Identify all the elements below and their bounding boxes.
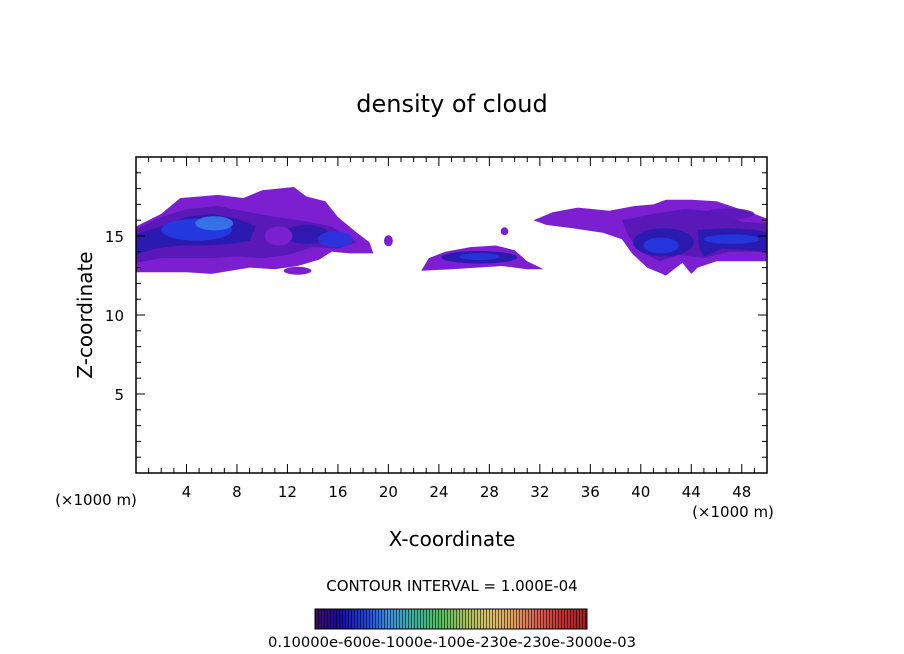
- x-tick-label: 20: [379, 483, 398, 501]
- x-tick-label: 12: [278, 483, 297, 501]
- cloud-density-field: [136, 187, 767, 276]
- chart-title: density of cloud: [356, 90, 547, 118]
- x-tick-label: 24: [429, 483, 448, 501]
- colorbar-labels: 0.10000e-600e-1000e-100e-230e-230e-3000e…: [268, 635, 636, 651]
- cloud-left-fragment-small: [383, 235, 393, 247]
- y-tick-label: 10: [105, 307, 124, 325]
- x-tick-label: 36: [581, 483, 600, 501]
- x-tick-label: 44: [682, 483, 701, 501]
- colorbar: 0.10000e-600e-1000e-100e-230e-230e-3000e…: [268, 608, 636, 651]
- cloud-left-fragment: [283, 266, 312, 275]
- cloud-left-peak-cell: [195, 216, 234, 231]
- y-axis-label: Z-coordinate: [73, 251, 97, 378]
- x-tick-label: 16: [328, 483, 347, 501]
- x-tick-label: 40: [631, 483, 650, 501]
- x-tick-label: 8: [232, 483, 242, 501]
- cloud-right-shelf-core: [703, 234, 760, 244]
- colorbar-frame: [314, 608, 588, 630]
- x-tick-label: 28: [480, 483, 499, 501]
- x-axis-ticks: 4 8 12 16 20 24 28 32 36 40 44 48: [148, 157, 755, 501]
- x-axis-label: X-coordinate: [389, 527, 516, 551]
- colorbar-stripes: [315, 609, 587, 629]
- x-unit-label-right: (×1000 m): [692, 503, 774, 521]
- cloud-left-hole: [264, 226, 293, 246]
- cloud-center-fragment: [500, 227, 509, 236]
- x-tick-label: 48: [732, 483, 751, 501]
- contour-interval-label: CONTOUR INTERVAL = 1.000E-04: [326, 577, 577, 595]
- x-tick-label: 32: [530, 483, 549, 501]
- y-axis-ticks: 5 10 15: [105, 172, 767, 458]
- cloud-right-upper: [703, 208, 755, 220]
- cloud-right-dense: [643, 237, 679, 254]
- cloud-center-dense: [459, 253, 500, 261]
- x-unit-label-left: (×1000 m): [55, 491, 137, 509]
- y-tick-label: 5: [114, 386, 124, 404]
- x-tick-label: 4: [182, 483, 192, 501]
- y-tick-label: 15: [105, 228, 124, 246]
- cloud-left-eddy-core: [317, 231, 354, 248]
